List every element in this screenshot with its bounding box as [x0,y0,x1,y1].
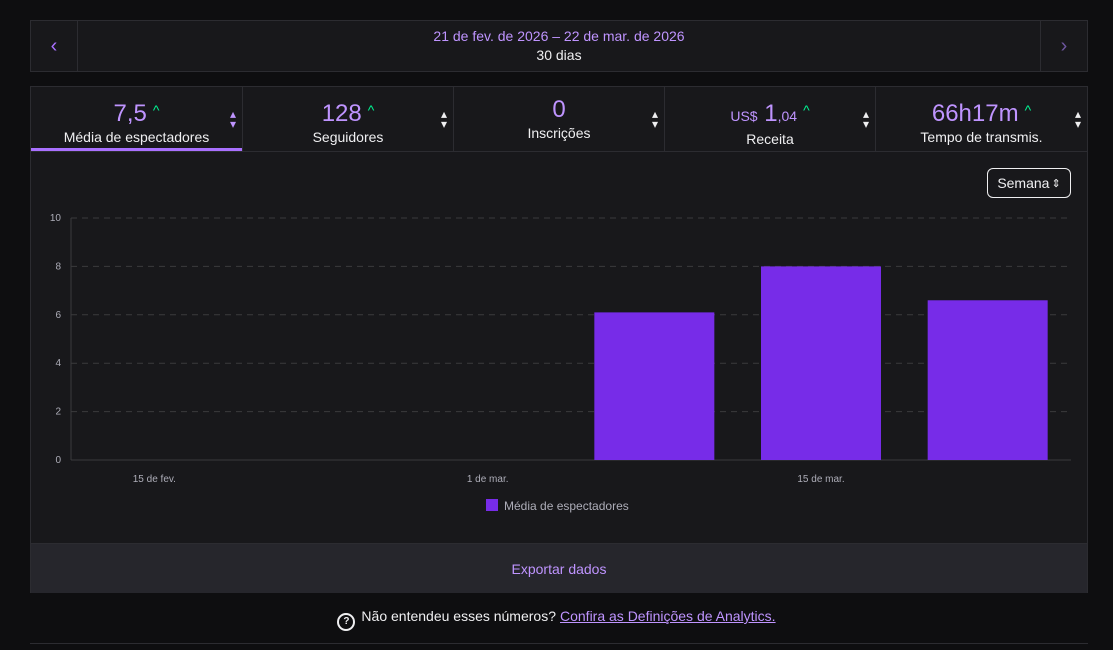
question-icon: ? [337,613,356,631]
metric-label: Inscrições [527,125,591,141]
sort-arrows-icon: ⇕ [1051,177,1061,190]
bar [594,312,715,460]
tab-followers[interactable]: 128 ^ Seguidores ▴ ▾ [242,87,453,151]
chevron-right-icon: › [1060,34,1068,57]
y-tick-label: 2 [55,407,61,418]
x-tick-label: 1 de mar. [467,474,509,485]
metric-value: 7,5 ^ [113,100,160,127]
tab-stream-time[interactable]: 66h17m ^ Tempo de transmis. ▴ ▾ [875,87,1087,151]
date-range-label: 21 de fev. de 2026 – 22 de mar. de 2026 … [77,27,1041,65]
analytics-panel: 7,5 ^ Média de espectadores ▴ ▾ 128 ^ Segui… [30,86,1088,593]
metric-value: 66h17m ^ [931,100,1032,127]
tab-average-viewers[interactable]: 7,5 ^ Média de espectadores ▴ ▾ [31,87,242,151]
tab-subscriptions[interactable]: 0 Inscrições ▴ ▾ [453,87,664,151]
export-data-button[interactable]: Exportar dados [31,543,1087,593]
sort-arrows-icon: ▴ ▾ [1074,107,1081,131]
date-range-dates: 21 de fev. de 2026 – 22 de mar. de 2026 [433,28,685,44]
bar-chart: 10 8 6 4 2 0 15 de fev. 1 de mar. 15 de mar. Médi… [50,213,1071,513]
metric-tabs: 7,5 ^ Média de espectadores ▴ ▾ 128 ^ Segui… [31,87,1087,152]
chevron-left-icon: ‹ [50,34,58,57]
legend-label: Média de espectadores [504,499,629,513]
metric-value: 0 [552,96,566,123]
sort-arrows-icon: ▴ ▾ [651,107,658,131]
date-range-days: 30 dias [536,47,582,63]
x-tick-label: 15 de mar. [797,474,844,485]
metric-value: 128 ^ [321,100,375,127]
y-tick-label: 8 [55,261,61,272]
metric-label: Seguidores [312,129,384,145]
bar [927,300,1048,460]
tab-revenue[interactable]: US$ 1,04 ^ Receita ▴ ▾ [664,87,875,151]
previous-period-button[interactable]: ‹ [31,21,78,71]
trend-up-icon: ^ [367,102,375,118]
sort-arrows-icon: ▴ ▾ [440,107,447,131]
trend-up-icon: ^ [152,102,160,118]
help-text: ? Não entendeu esses números? Confira as D… [0,608,1113,631]
date-range-selector: ‹ 21 de fev. de 2026 – 22 de mar. de 202… [30,20,1088,72]
metric-label: Receita [746,131,794,147]
metric-label: Tempo de transmis. [920,129,1043,145]
period-select[interactable]: Semana ⇕ [987,168,1071,198]
trend-up-icon: ^ [1024,102,1032,118]
sort-arrows-icon: ▴ ▾ [229,107,236,131]
bar [761,266,881,460]
y-tick-label: 6 [55,310,61,321]
y-tick-label: 10 [50,213,62,224]
metric-value: US$ 1,04 ^ [730,100,810,127]
y-tick-label: 4 [55,358,61,369]
metric-label: Média de espectadores [63,129,210,145]
y-tick-label: 0 [55,455,61,466]
next-period-button[interactable]: › [1040,21,1087,71]
analytics-definitions-link[interactable]: Confira as Definições de Analytics. [560,608,776,624]
x-tick-label: 15 de fev. [133,474,176,485]
trend-up-icon: ^ [803,102,810,118]
divider [30,643,1088,644]
legend-swatch [486,499,498,511]
sort-arrows-icon: ▴ ▾ [862,107,869,131]
